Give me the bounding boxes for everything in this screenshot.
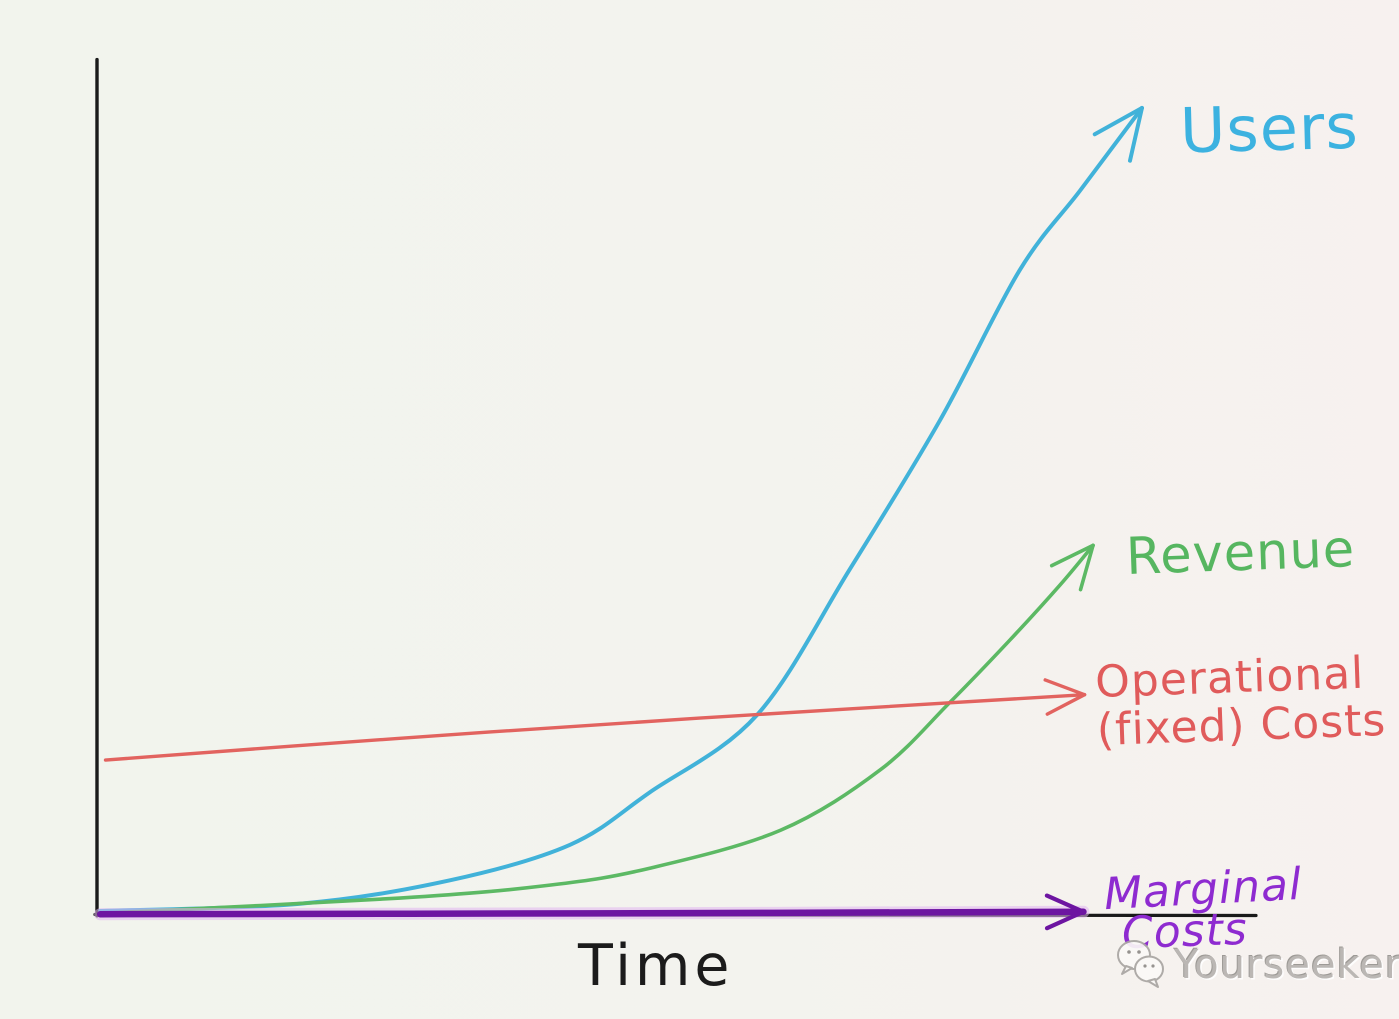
- operational-label-line2: (fixed) Costs: [1096, 694, 1388, 756]
- series-label-operational-costs: Operational (fixed) Costs: [1094, 648, 1388, 756]
- x-axis-label-time: Time: [578, 933, 734, 999]
- series-label-users: Users: [1179, 89, 1360, 168]
- wechat-chat-bubbles-icon: [1117, 940, 1164, 988]
- watermark: Yourseeker: [1112, 934, 1399, 996]
- series-label-revenue: Revenue: [1125, 520, 1357, 587]
- watermark-text: Yourseeker: [1174, 942, 1399, 988]
